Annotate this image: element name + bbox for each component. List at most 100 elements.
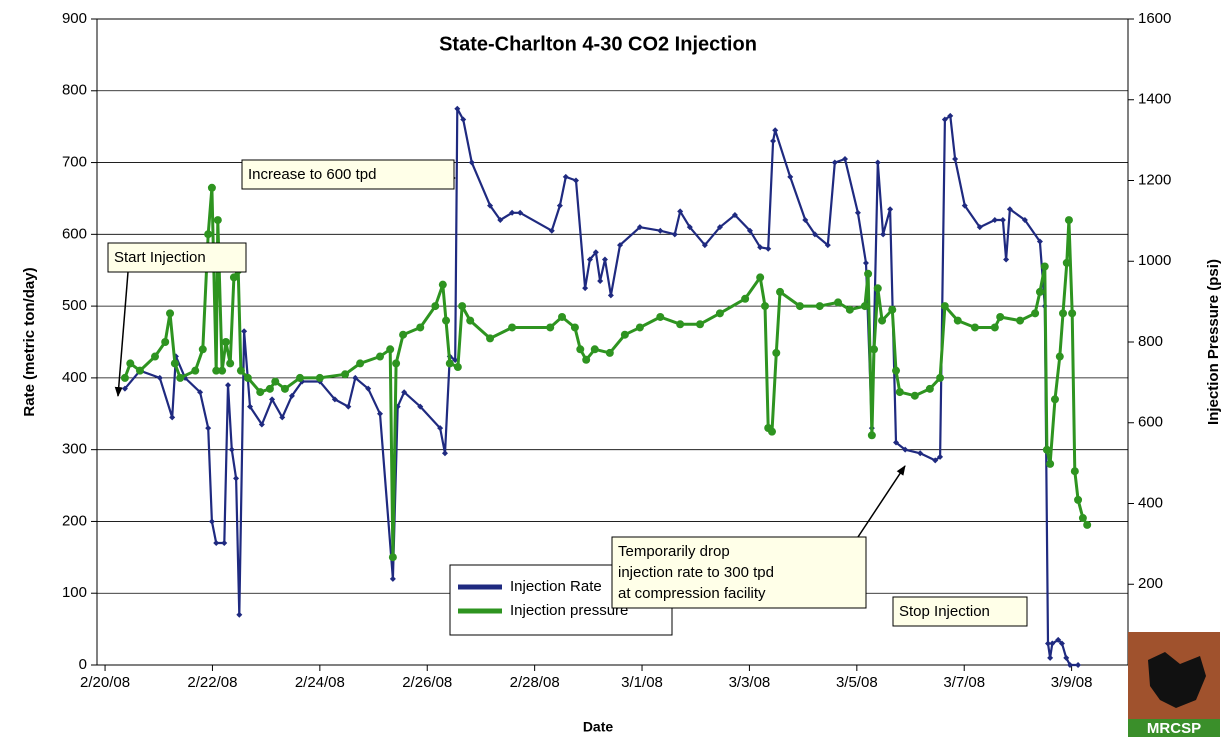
y-axis-label: Rate (metric ton/day) <box>21 267 38 416</box>
x-tick-label: 2/26/08 <box>402 674 452 691</box>
point <box>243 373 252 382</box>
point <box>731 211 738 218</box>
point <box>834 298 843 307</box>
point <box>590 345 599 354</box>
point <box>341 370 350 379</box>
y2-tick-label: 1200 <box>1138 171 1171 188</box>
point <box>221 338 230 346</box>
point <box>676 320 685 329</box>
point <box>198 345 207 354</box>
point <box>170 359 179 368</box>
y2-tick-label: 400 <box>1138 494 1163 511</box>
x-tick-label: 2/22/08 <box>187 674 237 691</box>
logo-bar <box>1128 719 1220 737</box>
point <box>940 302 949 311</box>
point <box>389 575 396 582</box>
series-line <box>124 107 1079 667</box>
point <box>990 323 999 332</box>
point <box>487 202 494 209</box>
annotation-arrow <box>855 465 906 541</box>
point <box>867 431 876 440</box>
point <box>269 396 276 403</box>
point <box>161 338 170 346</box>
point <box>392 359 401 368</box>
point <box>1036 238 1043 245</box>
point <box>870 345 879 354</box>
x-axis-label: Date <box>583 719 614 735</box>
point <box>961 202 968 209</box>
point <box>874 159 881 166</box>
point <box>1070 467 1079 476</box>
annotation: Increase to 600 tpd <box>241 159 456 190</box>
point <box>1016 316 1025 325</box>
point <box>558 312 567 321</box>
y-tick-label: 400 <box>62 369 87 386</box>
x-tick-label: 2/28/08 <box>510 674 560 691</box>
point <box>417 403 424 410</box>
point <box>453 363 462 372</box>
point <box>756 273 765 282</box>
y2-tick-label: 1400 <box>1138 91 1171 108</box>
point <box>586 256 593 263</box>
point <box>365 385 372 392</box>
point <box>970 323 979 332</box>
point <box>873 284 882 293</box>
point <box>1042 445 1051 454</box>
y2-tick-label: 1600 <box>1138 10 1171 27</box>
point <box>715 309 724 318</box>
point <box>517 209 524 216</box>
point <box>236 611 243 618</box>
point <box>1049 640 1056 647</box>
point <box>437 425 444 432</box>
point <box>976 224 983 231</box>
point <box>1044 640 1051 647</box>
point <box>887 206 894 213</box>
y2-tick-label: 200 <box>1138 575 1163 592</box>
point <box>605 348 614 357</box>
point <box>607 292 614 299</box>
point <box>917 450 924 457</box>
point <box>331 396 338 403</box>
point <box>345 403 352 410</box>
point <box>256 388 265 397</box>
point <box>880 231 887 238</box>
point <box>509 209 516 216</box>
point <box>466 316 475 325</box>
point <box>386 345 395 354</box>
point <box>445 359 454 368</box>
point <box>761 302 770 311</box>
point <box>656 312 665 321</box>
point <box>265 384 274 393</box>
point <box>696 320 705 329</box>
point <box>815 302 824 311</box>
point <box>999 216 1006 223</box>
point <box>671 231 678 238</box>
point <box>741 294 750 303</box>
point <box>388 553 397 562</box>
point <box>952 155 959 162</box>
point <box>156 374 163 381</box>
point <box>620 330 629 339</box>
point <box>701 242 708 249</box>
point <box>213 539 220 546</box>
point <box>991 216 998 223</box>
point <box>247 403 254 410</box>
point <box>1059 309 1068 318</box>
point <box>582 285 589 292</box>
y2-axis-label: Injection Pressure (psi) <box>1205 259 1222 425</box>
point <box>776 287 785 296</box>
point <box>233 475 240 482</box>
point <box>460 116 467 123</box>
point <box>811 231 818 238</box>
point <box>765 245 772 252</box>
point <box>1064 216 1073 225</box>
point <box>258 421 265 428</box>
point <box>431 302 440 311</box>
point <box>597 277 604 284</box>
point <box>572 177 579 184</box>
point <box>562 173 569 180</box>
point <box>888 305 897 314</box>
point <box>399 330 408 339</box>
y-tick-label: 100 <box>62 584 87 601</box>
